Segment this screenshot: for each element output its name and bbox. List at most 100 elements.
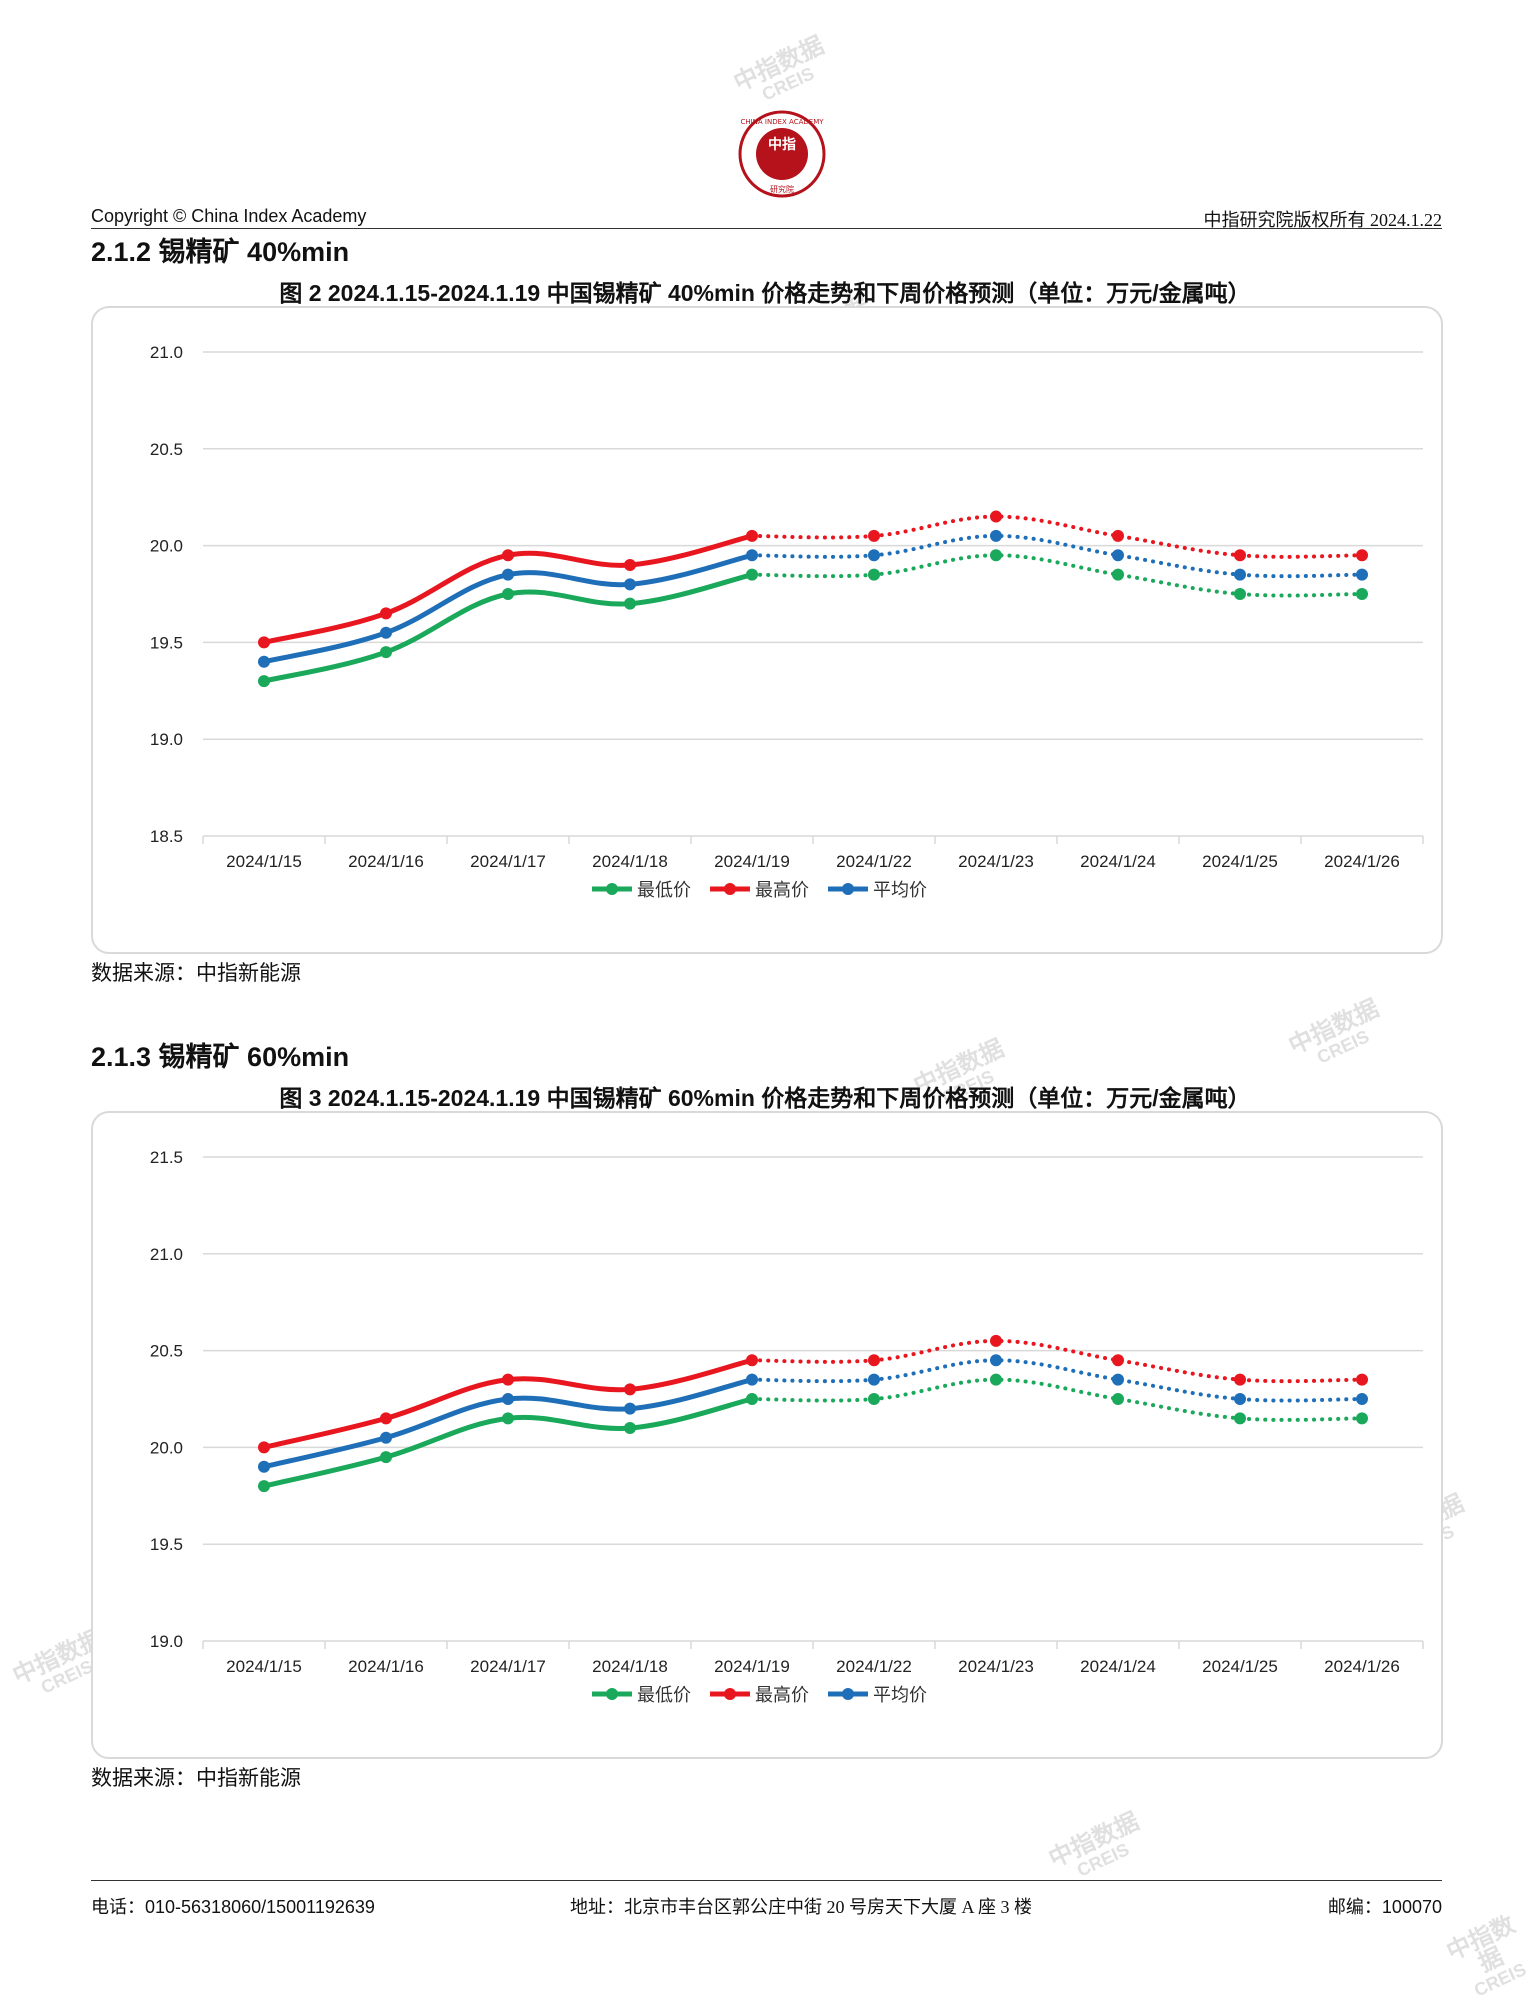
data-point [624, 1383, 636, 1396]
data-point [1356, 1412, 1368, 1425]
figure-title-60min: 图 3 2024.1.15-2024.1.19 中国锡精矿 60%min 价格走… [279, 1085, 1251, 1111]
data-point [990, 1354, 1002, 1367]
data-source-40min: 数据来源：中指新能源 [91, 961, 301, 985]
data-point [868, 1373, 880, 1386]
legend-label: 平均价 [873, 880, 927, 900]
y-tick-label: 20.5 [150, 440, 183, 459]
data-point [258, 655, 270, 668]
data-point [990, 1373, 1002, 1386]
data-point [258, 1441, 270, 1454]
x-tick-label: 2024/1/17 [470, 1657, 546, 1676]
data-point [1356, 549, 1368, 562]
data-point [502, 1373, 514, 1386]
y-tick-label: 19.5 [150, 633, 183, 652]
data-point [1234, 1393, 1246, 1405]
x-tick-label: 2024/1/26 [1324, 852, 1400, 871]
data-point [746, 1393, 758, 1405]
footer-postcode: 邮编：100070 [1327, 1897, 1442, 1917]
data-point [990, 549, 1002, 562]
data-point [502, 588, 514, 600]
data-point [1234, 568, 1246, 581]
data-point [258, 636, 270, 649]
legend-label: 最高价 [755, 880, 809, 900]
data-point [1112, 549, 1124, 562]
series-line-forecast [750, 1358, 1364, 1403]
y-tick-label: 18.5 [150, 827, 183, 846]
svg-text:CHINA INDEX ACADEMY: CHINA INDEX ACADEMY [740, 118, 824, 126]
data-point [1356, 588, 1368, 600]
data-point [380, 626, 392, 639]
data-point [380, 1412, 392, 1425]
data-point [1112, 1393, 1124, 1405]
data-point [1112, 1373, 1124, 1386]
data-point [1112, 568, 1124, 581]
data-point [1234, 1373, 1246, 1386]
svg-text:研究院: 研究院 [770, 184, 794, 194]
chart-svg: 19.0 19.5 20.0 20.5 21.0 21.5 2024/1/15 2024/1/… [150, 1148, 1424, 1705]
data-point [868, 529, 880, 542]
data-point [258, 1460, 270, 1473]
data-point [1234, 588, 1246, 600]
data-point [258, 1480, 270, 1493]
x-tick-label: 2024/1/26 [1324, 1657, 1400, 1676]
data-point [1112, 1354, 1124, 1367]
data-source-60min: 数据来源：中指新能源 [91, 1766, 301, 1790]
data-point [746, 1354, 758, 1367]
data-point [1356, 1373, 1368, 1386]
x-tick-label: 2024/1/19 [714, 1657, 790, 1676]
data-point [1356, 568, 1368, 581]
y-tick-label: 19.0 [150, 730, 183, 749]
data-point [502, 549, 514, 562]
data-point [380, 1431, 392, 1444]
legend-marker [842, 1688, 854, 1700]
y-tick-label: 21.5 [150, 1148, 183, 1167]
data-point [990, 510, 1002, 523]
data-point [868, 568, 880, 581]
data-point [1234, 1412, 1246, 1425]
data-point [624, 578, 636, 591]
data-point [990, 529, 1002, 542]
series-line-forecast [750, 533, 1364, 579]
y-tick-label: 20.5 [150, 1342, 183, 1361]
data-point [380, 646, 392, 659]
footer-address: 地址：北京市丰台区郭公庄中街 20 号房天下大厦 A 座 3 楼 [570, 1897, 1033, 1917]
data-point [1112, 529, 1124, 542]
data-point [380, 1451, 392, 1464]
legend-marker [724, 1688, 736, 1700]
footer-phone: 电话：010-56318060/15001192639 [91, 1897, 375, 1917]
data-point [502, 1393, 514, 1405]
section-title-40min: 2.1.2 锡精矿 40%min [91, 237, 350, 267]
data-point [624, 597, 636, 610]
x-tick-label: 2024/1/24 [1080, 852, 1156, 871]
x-tick-label: 2024/1/23 [958, 852, 1034, 871]
legend-label: 平均价 [873, 1685, 927, 1705]
data-point [868, 1393, 880, 1405]
legend-marker [842, 883, 854, 895]
legend-marker [724, 883, 736, 895]
data-point [258, 675, 270, 688]
chart-tin-40min: 18.5 19.0 19.5 20.0 20.5 21.0 2024/1/15 2024/1/… [91, 306, 1443, 954]
x-tick-label: 2024/1/22 [836, 1657, 912, 1676]
x-tick-label: 2024/1/16 [348, 852, 424, 871]
rights-date-text: 中指研究院版权所有 2024.1.22 [1203, 210, 1443, 230]
y-tick-label: 19.5 [150, 1535, 183, 1554]
x-tick-label: 2024/1/18 [592, 1657, 668, 1676]
data-point [502, 1412, 514, 1425]
data-point [1234, 549, 1246, 562]
data-point [990, 1334, 1002, 1347]
legend-label: 最高价 [755, 1685, 809, 1705]
series-line-forecast [750, 514, 1364, 559]
footer-divider [91, 1880, 1442, 1881]
x-tick-label: 2024/1/25 [1202, 852, 1278, 871]
y-tick-label: 21.0 [150, 1245, 183, 1264]
header-divider [91, 228, 1442, 229]
data-point [746, 549, 758, 562]
x-tick-label: 2024/1/15 [226, 852, 302, 871]
copyright-text: Copyright © China Index Academy [91, 206, 367, 226]
series-line-forecast [750, 553, 1364, 598]
legend-marker [606, 883, 618, 895]
